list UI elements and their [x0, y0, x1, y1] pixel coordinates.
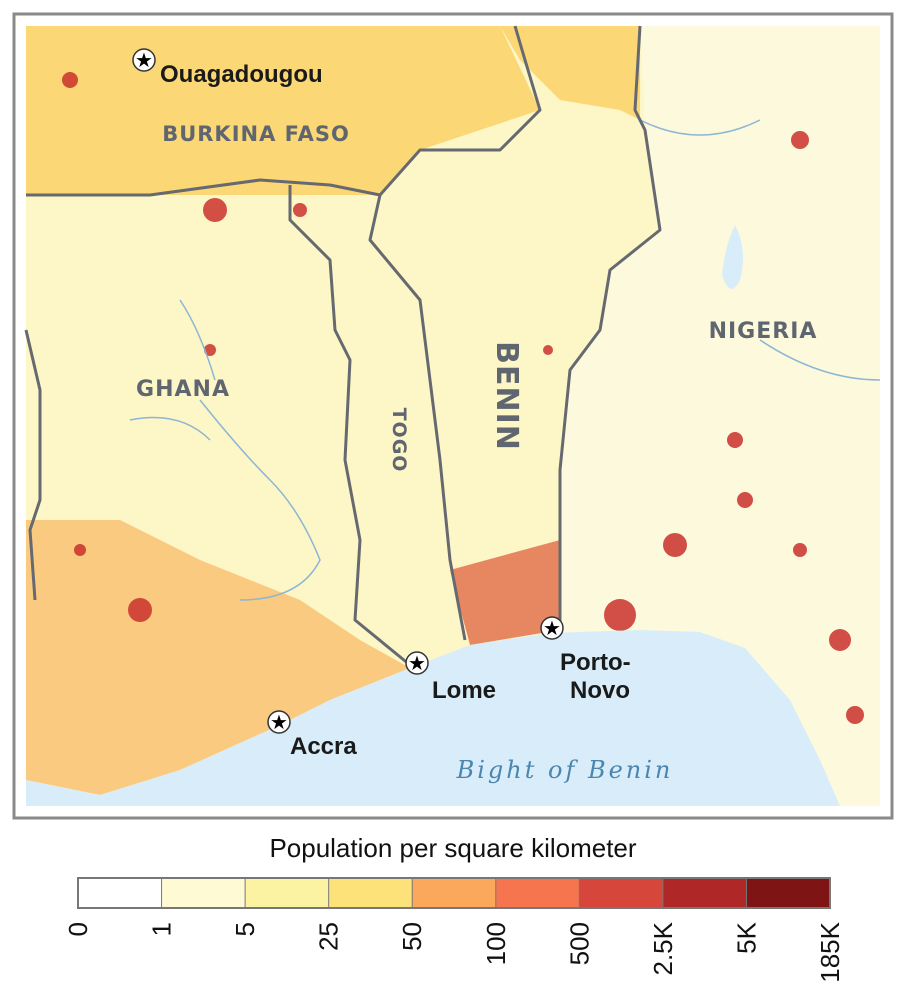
city-marker: ★ [132, 48, 156, 72]
legend-tick-label: 500 [564, 922, 594, 965]
city-marker: ★ [540, 616, 564, 640]
country-label: GHANA [136, 377, 230, 402]
legend-tick-label: 100 [481, 922, 511, 965]
border [24, 329, 42, 601]
cities: ★ Ouagadougou ★ Lome ★ Porto- Novo ★ Acc… [132, 48, 631, 760]
city-label: Ouagadougou [160, 61, 323, 88]
benin-south [450, 540, 560, 645]
legend-swatch [746, 878, 830, 908]
city-label: Accra [290, 733, 357, 760]
svg-text:★: ★ [270, 712, 288, 734]
legend-tick-label: 50 [397, 922, 427, 951]
legend-tick-label: 25 [314, 922, 344, 951]
border [368, 194, 467, 641]
legend-swatch [412, 878, 496, 908]
legend-tick-label: 185K [815, 921, 845, 982]
city-label: Lome [432, 677, 496, 704]
city-marker: ★ [405, 651, 429, 675]
urban-areas [62, 72, 864, 724]
svg-text:★: ★ [408, 653, 426, 675]
legend-tick-label: 5 [230, 922, 260, 936]
city-label: Novo [570, 677, 630, 704]
border [558, 25, 662, 630]
map [24, 25, 881, 806]
nigeria-region [560, 26, 880, 806]
country-label: BENIN [489, 341, 524, 451]
border [26, 25, 542, 197]
legend-swatch [662, 878, 747, 908]
legend-swatch [495, 878, 580, 908]
city-label: Porto- [560, 649, 631, 676]
legend-title: Population per square kilometer [269, 833, 636, 863]
svg-text:★: ★ [135, 50, 153, 72]
rivers [129, 119, 881, 441]
legend-swatch [78, 878, 162, 908]
border [288, 185, 411, 667]
svg-text:★: ★ [543, 618, 561, 640]
country-label: TOGO [388, 408, 410, 473]
legend-swatch [328, 878, 413, 908]
water-label: Bight of Benin [456, 756, 674, 784]
volta-lake [199, 399, 321, 601]
legend-swatch [161, 878, 246, 908]
country-label: NIGERIA [709, 319, 818, 344]
city-marker: ★ [267, 710, 291, 734]
ghana-south [26, 520, 410, 795]
legend-tick-label: 2.5K [648, 921, 678, 975]
legend-swatch [245, 878, 329, 908]
legend-tick-label: 1 [147, 922, 177, 936]
legend: 0 1 5 25 50 100 500 2.5K 5K 185K [63, 877, 845, 983]
country-label: BURKINA FASO [162, 122, 350, 146]
ocean [26, 630, 840, 806]
country-labels: BURKINA FASO GHANA TOGO BENIN NIGERIA [136, 122, 818, 473]
legend-tick-label: 5K [731, 921, 761, 953]
burkina-region [26, 26, 640, 195]
legend-tick-label: 0 [63, 922, 93, 936]
lake [722, 225, 744, 289]
legend-swatch [579, 878, 663, 908]
